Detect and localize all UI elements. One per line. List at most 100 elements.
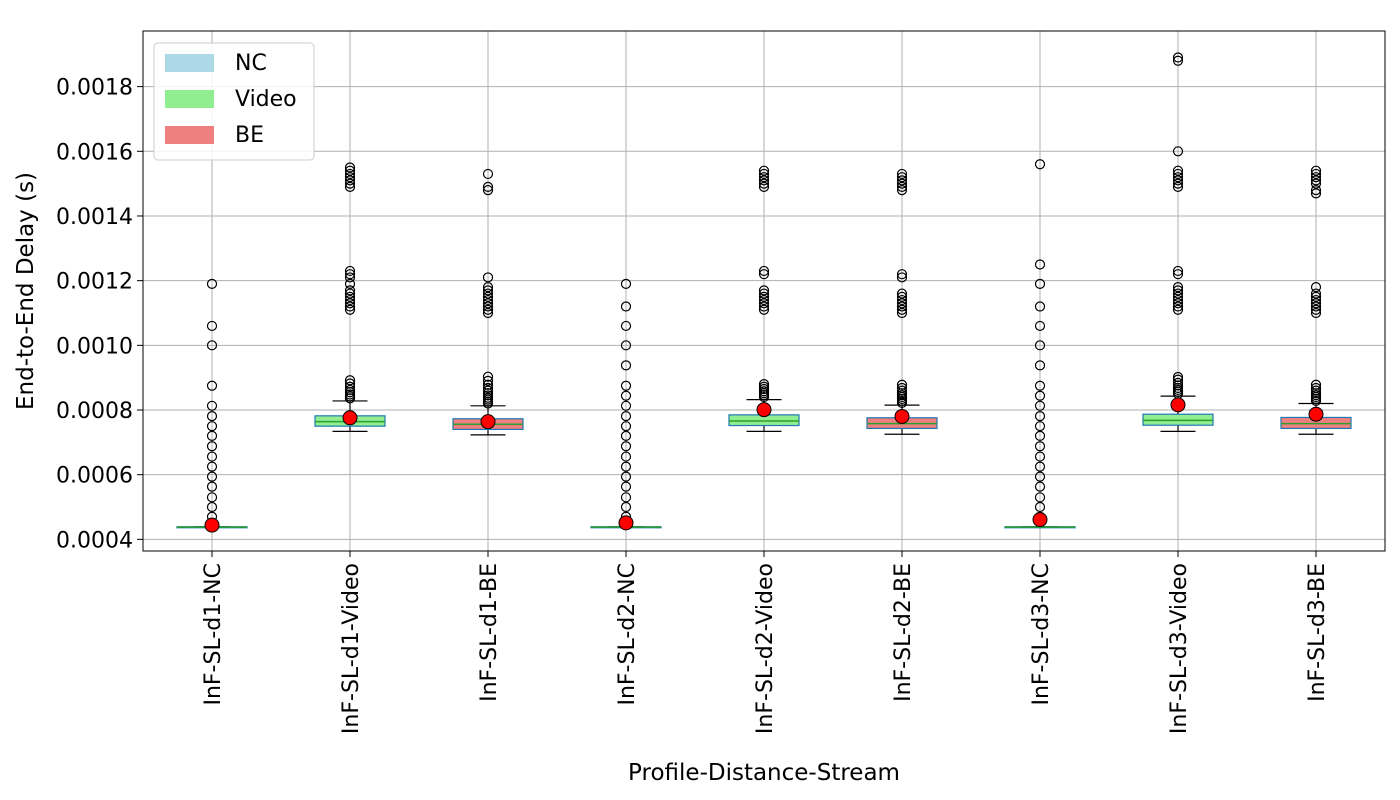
mean-marker [204, 517, 220, 533]
outlier-point [758, 181, 770, 192]
outlier-point [206, 492, 218, 503]
outlier-point [1172, 146, 1184, 157]
outlier-point [482, 298, 494, 309]
outlier-point [896, 181, 908, 192]
grid-lines [143, 31, 1385, 551]
outlier-point [1172, 285, 1184, 296]
outlier-point [758, 379, 770, 390]
outlier-point [896, 294, 908, 306]
y-tick-label: 0.0012 [56, 270, 133, 295]
mean-marker [1032, 512, 1048, 528]
outlier-point [896, 172, 908, 183]
outlier-point [620, 278, 632, 289]
outlier-point [1310, 307, 1322, 319]
outlier-point [1172, 294, 1184, 306]
legend-label-video: Video [235, 87, 297, 112]
outlier-point [1172, 371, 1184, 383]
outlier-point [1310, 301, 1322, 312]
outlier-point [482, 288, 494, 299]
outlier-point [896, 304, 908, 315]
outlier-point [620, 441, 632, 452]
outlier-point [206, 461, 218, 472]
outlier-point [1034, 461, 1046, 472]
outlier-point [896, 175, 908, 186]
outlier-point [482, 307, 494, 319]
outlier-point [1310, 288, 1322, 299]
outlier-point [896, 168, 908, 180]
outlier-point [482, 371, 494, 382]
outlier-point [758, 291, 770, 302]
legend-label-be: BE [235, 123, 264, 148]
legend-swatch-nc [165, 54, 214, 72]
outlier-point [344, 181, 356, 192]
outlier-point [1172, 165, 1184, 176]
outlier-point [482, 304, 494, 315]
outlier-point [1172, 181, 1184, 192]
mean-marker [1170, 397, 1186, 413]
outlier-point [482, 379, 494, 390]
x-tick-label: InF-SL-d3-NC [1029, 563, 1054, 706]
y-tick-label: 0.0004 [56, 528, 133, 553]
outlier-point [620, 461, 632, 472]
outlier-point [344, 304, 356, 315]
outlier-point [620, 390, 632, 401]
outlier-point [896, 385, 908, 396]
legend-swatch-video [165, 90, 214, 108]
outlier-point [344, 178, 356, 189]
outlier-point [1034, 340, 1046, 351]
outlier-point [482, 385, 494, 396]
outlier-point [344, 272, 356, 283]
outlier-point [896, 185, 908, 196]
outlier-point [896, 291, 908, 302]
outlier-point [896, 298, 908, 309]
outlier-point [758, 288, 770, 299]
outlier-point [1034, 411, 1046, 422]
y-tick-label: 0.0018 [56, 76, 133, 101]
outlier-point [1172, 298, 1184, 309]
mean-markers [204, 397, 1324, 533]
outlier-point [1034, 471, 1046, 482]
y-axis-label: End-to-End Delay (s) [13, 172, 39, 410]
outlier-point [758, 381, 770, 392]
outlier-point [482, 375, 494, 387]
outlier-point [896, 307, 908, 319]
outlier-point [344, 165, 356, 176]
outlier-point [1172, 377, 1184, 388]
outlier-point [344, 269, 356, 280]
outlier-point [344, 172, 356, 183]
mean-marker [342, 410, 358, 426]
legend-label-nc: NC [235, 51, 267, 76]
outlier-point [896, 269, 908, 280]
outlier-point [344, 381, 356, 392]
outlier-point [344, 288, 356, 299]
outlier-point [1310, 304, 1322, 315]
outlier-point [1310, 382, 1322, 394]
outlier-point [344, 265, 356, 277]
outlier-point [344, 285, 356, 296]
outlier-point [206, 481, 218, 492]
outlier-point [620, 400, 632, 411]
outlier-point [344, 375, 356, 386]
mean-marker [1308, 406, 1324, 422]
outlier-point [758, 265, 770, 277]
outlier-point [1172, 304, 1184, 315]
outlier-point [482, 301, 494, 312]
outlier-point [620, 481, 632, 492]
outlier-point [620, 430, 632, 441]
outlier-point [344, 278, 356, 289]
outlier-point [620, 451, 632, 462]
outlier-point [758, 172, 770, 183]
outlier-point [1172, 178, 1184, 189]
outlier-point [1310, 282, 1322, 293]
outlier-point [1310, 175, 1322, 186]
y-axis-ticks: 0.0004 0.0006 0.0008 0.0010 0.0012 0.0014 0.00… [56, 76, 143, 553]
outlier-point [758, 294, 770, 306]
outlier-point [1034, 441, 1046, 452]
outlier-point [1310, 298, 1322, 309]
outlier-point [1172, 52, 1184, 63]
outlier-point [758, 285, 770, 296]
outlier-point [1034, 400, 1046, 411]
outlier-point [1034, 380, 1046, 391]
outlier-point [344, 168, 356, 180]
